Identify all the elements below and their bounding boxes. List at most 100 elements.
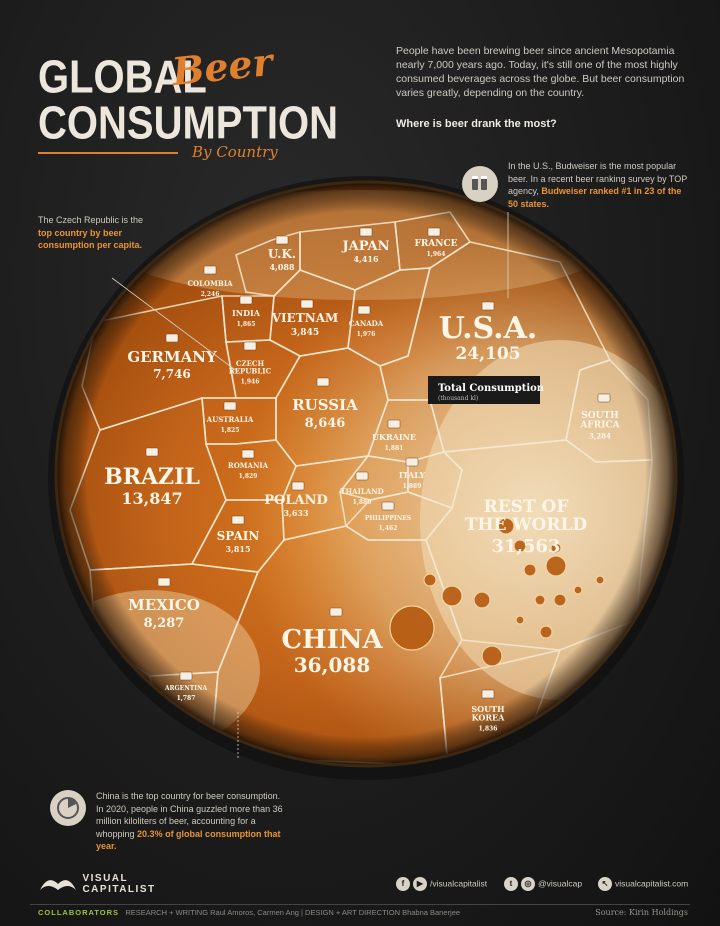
source-note: Source: Kirin Holdings	[595, 908, 688, 917]
glass-rim-line	[54, 180, 678, 768]
flag-icon	[427, 227, 441, 237]
brand-line2: CAPITALIST	[82, 884, 156, 895]
instagram-icon: ◎	[521, 877, 535, 891]
country-value-label: 1,462	[379, 525, 398, 532]
country-value-label: 1,946	[241, 378, 260, 385]
country-value-label: 36,088	[294, 653, 371, 677]
country-value-label: 1,836	[479, 725, 498, 732]
czech-pointer-line	[111, 277, 239, 373]
country-name-label: REST OF	[484, 497, 569, 517]
flag-icon	[231, 515, 245, 525]
country-value-label: 13,847	[121, 489, 182, 508]
country-value-label: 4,416	[353, 254, 378, 264]
china-note-highlight: 20.3% of global consumption that year.	[96, 828, 281, 852]
country-name-label: UKRAINE	[372, 432, 416, 442]
title-rule	[38, 152, 178, 154]
footer-divider	[30, 904, 690, 905]
flag-icon	[239, 295, 253, 305]
country-name-label: POLAND	[264, 493, 327, 508]
country-name-label: AFRICA	[579, 420, 620, 430]
flag-icon	[157, 577, 171, 587]
country-value-label: 3,284	[589, 431, 611, 440]
country-name-label: THE WORLD	[465, 515, 588, 535]
country-value-label: 1,881	[385, 445, 404, 452]
brand-line1: VISUAL	[82, 873, 129, 884]
country-name-label: U.S.A.	[439, 311, 538, 346]
twitter-handle: @visualcap	[538, 878, 583, 889]
logo-icon	[40, 880, 76, 890]
country-value-label: 1,787	[177, 695, 196, 702]
country-value-label: 1,825	[221, 427, 240, 434]
country-name-label: ITALY	[399, 470, 426, 480]
country-name-label: ARGENTINA	[164, 685, 208, 692]
legend-unit: (thousand kl)	[438, 395, 478, 402]
country-name-label: CHINA	[281, 625, 383, 655]
china-note: China is the top country for beer consum…	[96, 790, 286, 853]
country-value-label: 2,246	[201, 291, 220, 298]
country-name-label: THAILAND	[340, 487, 383, 496]
cursor-icon: ↖	[598, 877, 612, 891]
country-name-label: CANADA	[349, 319, 384, 328]
country-value-label: 8,287	[144, 616, 185, 631]
flag-icon	[179, 671, 193, 681]
flag-icon	[300, 299, 314, 309]
czech-note-text: The Czech Republic is the	[38, 215, 144, 225]
czech-note-highlight: top country by beer consumption per capi…	[38, 227, 143, 251]
country-value-label: 24,105	[455, 344, 520, 364]
flag-icon	[597, 393, 611, 403]
beer-mugs-icon	[462, 166, 498, 202]
us-note-text: In the U.S., Budweiser is the most popul…	[508, 161, 688, 196]
country-name-label: BRAZIL	[104, 464, 200, 490]
country-value-label: 1,865	[237, 321, 256, 328]
flag-icon	[329, 607, 343, 617]
flag-icon	[243, 341, 257, 351]
flag-icon	[165, 333, 179, 343]
country-name-label: FRANCE	[414, 239, 457, 249]
visual-capitalist-logo[interactable]: VISUAL CAPITALIST	[38, 872, 156, 896]
flag-icon	[357, 305, 371, 315]
country-value-label: 1,976	[357, 331, 376, 338]
country-value-label: 3,815	[225, 544, 250, 554]
flag-icon	[481, 301, 495, 311]
youtube-icon: ▶	[413, 877, 427, 891]
country-value-label: 7,746	[153, 367, 191, 381]
country-name-label: REPUBLIC	[229, 366, 272, 375]
country-name-label: AUSTRALIA	[206, 415, 254, 424]
country-name-label: JAPAN	[341, 239, 389, 254]
social-facebook[interactable]: f ▶/visualcapitalist	[396, 877, 487, 891]
country-name-label: PHILIPPINES	[365, 515, 411, 522]
title-line1: GLOBAL	[38, 52, 207, 103]
country-value-label: 4,088	[269, 262, 294, 272]
country-name-label: KOREA	[472, 712, 505, 722]
country-name-label: CZECH	[236, 359, 265, 368]
country-name-label: GERMANY	[127, 348, 217, 366]
collaborators: COLLABORATORS RESEARCH + WRITING Raul Am…	[38, 908, 460, 917]
legend-title: Total Consumption	[438, 383, 545, 394]
facebook-handle: /visualcapitalist	[430, 878, 488, 889]
flag-icon	[381, 501, 395, 511]
title-subtitle: By Country	[192, 143, 278, 161]
collab-text: RESEARCH + WRITING Raul Amoros, Carmen A…	[125, 908, 461, 917]
us-note: In the U.S., Budweiser is the most popul…	[508, 160, 688, 210]
legend-box: Total Consumption (thousand kl)	[428, 376, 545, 404]
country-value-label: 3,845	[291, 328, 319, 338]
facebook-icon: f	[396, 877, 410, 891]
intro-text: People have been brewing beer since anci…	[396, 45, 685, 99]
country-name-label: INDIA	[232, 308, 261, 318]
country-name-label: RUSSIA	[292, 396, 358, 414]
country-value-label: 1,880	[353, 499, 372, 506]
flag-icon	[359, 227, 373, 237]
intro-question: Where is beer drank the most?	[396, 118, 557, 130]
country-value-label: 1,829	[239, 473, 258, 480]
country-name-label: VIETNAM	[271, 311, 339, 325]
flag-icon	[145, 447, 159, 457]
social-website[interactable]: ↖ visualcapitalist.com	[598, 877, 688, 891]
collab-label: COLLABORATORS	[38, 908, 120, 917]
us-note-highlight: Budweiser ranked #1 in 23 of the 50 stat…	[508, 186, 682, 209]
flag-icon	[203, 265, 217, 275]
czech-note: The Czech Republic is the top country by…	[38, 214, 148, 252]
country-value-label: 31,563	[492, 536, 561, 557]
social-twitter[interactable]: t ◎ @visualcap	[504, 877, 582, 891]
